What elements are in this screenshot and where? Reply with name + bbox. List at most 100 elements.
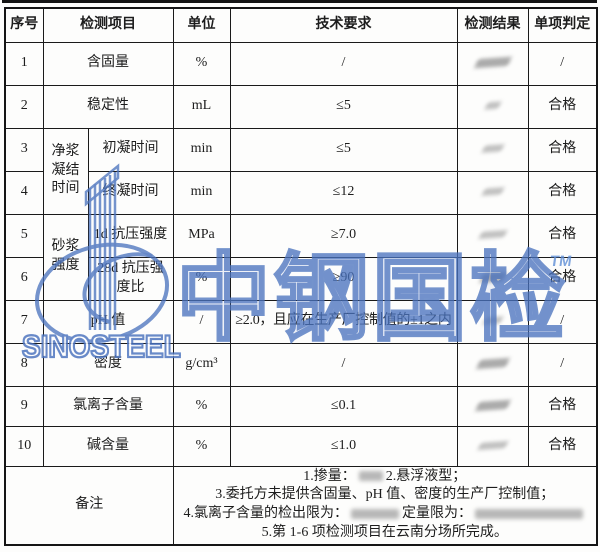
row-requirement: ≥7.0 (229, 213, 458, 258)
row-item-group: 砂浆强度 (42, 213, 89, 301)
row-judgment: / (527, 41, 598, 86)
redacted-value (358, 471, 383, 482)
remarks-line-2: 3.委托方未提供含固量、pH 值、密度的生产厂控制值； (215, 487, 555, 503)
row-unit: % (172, 385, 231, 427)
row-result (456, 256, 529, 301)
redacted-result (481, 144, 504, 154)
header-result: 检测结果 (456, 7, 529, 43)
table-row: 8 密度 g/cm³ / / (4, 342, 598, 387)
row-result (456, 41, 529, 86)
row-no: 3 (4, 127, 44, 172)
row-judgment: 合格 (527, 84, 598, 129)
row-judgment: / (527, 299, 598, 344)
row-unit: % (172, 425, 231, 467)
row-no: 6 (4, 256, 44, 301)
table-row: 10 碱含量 % ≤1.0 合格 (4, 425, 598, 467)
row-requirement: ≥90 (229, 256, 458, 301)
row-no: 8 (4, 342, 44, 387)
row-unit: min (172, 170, 231, 215)
row-unit: % (172, 256, 231, 301)
redacted-result (482, 316, 503, 326)
row-no: 10 (4, 425, 44, 467)
header-row: 序号 检测项目 单位 技术要求 检测结果 单项判定 (4, 7, 598, 43)
header-item: 检测项目 (42, 7, 174, 43)
row-result (456, 84, 529, 129)
row-result (456, 299, 529, 344)
row-no: 1 (4, 41, 44, 86)
test-results-table: 序号 检测项目 单位 技术要求 检测结果 单项判定 1 含固量 % / / 2 … (4, 7, 598, 547)
header-judgment: 单项判定 (527, 7, 598, 43)
redacted-result (474, 399, 511, 412)
row-item: 氯离子含量 (42, 385, 174, 427)
row-item: 终凝时间 (87, 170, 174, 215)
row-no: 4 (4, 170, 44, 215)
redacted-result (478, 272, 507, 284)
redacted-result (484, 101, 501, 110)
remarks-line-4: 5.第 1-6 项检测项目在云南分场所完成。 (261, 525, 508, 541)
remarks-row: 备注 1.掺量： 2.悬浮液型； 3.委托方未提供含固量、pH 值、密度的生产厂控… (4, 465, 598, 546)
table-row: 5 砂浆强度 1d 抗压强度 MPa ≥7.0 合格 (4, 213, 598, 301)
redacted-result (477, 440, 508, 450)
row-requirement: ≤12 (229, 170, 458, 215)
row-no: 5 (4, 213, 44, 258)
row-judgment: / (527, 342, 598, 387)
row-judgment: 合格 (527, 170, 598, 215)
row-requirement: ≤0.1 (229, 385, 458, 427)
table-row: 3 净浆凝结时间 初凝时间 min ≤5 合格 (4, 127, 598, 215)
row-item: 1d 抗压强度 (87, 213, 174, 258)
row-requirement: ≤5 (229, 84, 458, 129)
redacted-value (475, 509, 583, 520)
row-judgment: 合格 (527, 127, 598, 172)
row-result (456, 385, 529, 427)
row-judgment: 合格 (527, 213, 598, 258)
header-unit: 单位 (172, 7, 231, 43)
row-item: 碱含量 (42, 425, 174, 467)
row-result (456, 213, 529, 258)
row-result (456, 170, 529, 215)
row-result (456, 342, 529, 387)
redacted-value (351, 509, 399, 520)
header-requirement: 技术要求 (229, 7, 458, 43)
row-no: 9 (4, 385, 44, 427)
row-requirement: / (229, 342, 458, 387)
row-requirement: / (229, 41, 458, 86)
row-unit: g/cm³ (172, 342, 231, 387)
row-unit: / (172, 299, 231, 344)
remarks-label: 备注 (4, 465, 174, 546)
table-row: 1 含固量 % / / (4, 41, 598, 86)
table-row: 2 稳定性 mL ≤5 合格 (4, 84, 598, 129)
row-no: 2 (4, 84, 44, 129)
remarks-content: 1.掺量： 2.悬浮液型； 3.委托方未提供含固量、pH 值、密度的生产厂控制值；… (172, 465, 598, 546)
row-requirement: ≤1.0 (229, 425, 458, 467)
row-item: 28d 抗压强度比 (87, 256, 174, 301)
table-row: 7 pH 值 / ≥2.0，且应在生产厂控制值的±1之内 / (4, 299, 598, 344)
row-result (456, 127, 529, 172)
row-judgment: 合格 (527, 256, 598, 301)
row-unit: min (172, 127, 231, 172)
redacted-result (478, 230, 507, 240)
row-unit: MPa (172, 213, 231, 258)
table-row: 4 终凝时间 min ≤12 合格 (4, 170, 598, 215)
row-judgment: 合格 (527, 425, 598, 467)
row-item: 含固量 (42, 41, 174, 86)
redacted-result (475, 358, 510, 370)
redacted-result (481, 187, 504, 197)
table-row: 9 氯离子含量 % ≤0.1 合格 (4, 385, 598, 427)
row-item: 稳定性 (42, 84, 174, 129)
row-requirement: ≤5 (229, 127, 458, 172)
table-row: 6 28d 抗压强度比 % ≥90 合格 (4, 256, 598, 301)
row-unit: % (172, 41, 231, 86)
row-requirement: ≥2.0，且应在生产厂控制值的±1之内 (229, 299, 458, 344)
header-no: 序号 (4, 7, 44, 43)
top-divider (2, 0, 597, 3)
remarks-line-3: 4.氯离子含量的检出限为： 定量限为： (176, 505, 595, 524)
row-no: 7 (4, 299, 44, 344)
row-item: 初凝时间 (87, 127, 174, 172)
row-item-group: 净浆凝结时间 (42, 127, 89, 215)
row-item: 密度 (42, 342, 174, 387)
redacted-result (473, 57, 512, 69)
row-unit: mL (172, 84, 231, 129)
row-item: pH 值 (42, 299, 174, 344)
row-judgment: 合格 (527, 385, 598, 427)
row-result (456, 425, 529, 467)
